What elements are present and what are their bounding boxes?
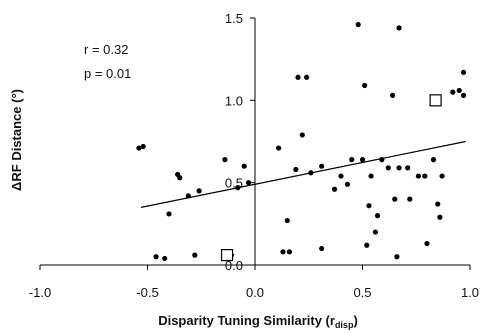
data-point bbox=[241, 163, 247, 169]
data-point bbox=[166, 211, 172, 217]
data-point bbox=[299, 132, 305, 138]
data-point bbox=[355, 21, 361, 28]
data-point bbox=[153, 254, 159, 260]
x-axis-title-subscript: disp bbox=[335, 320, 354, 330]
data-point bbox=[394, 254, 400, 260]
data-point bbox=[162, 255, 168, 262]
data-point bbox=[405, 165, 411, 171]
x-tick-label: 1.0 bbox=[461, 285, 479, 300]
data-point bbox=[349, 157, 355, 163]
data-point bbox=[392, 196, 398, 202]
y-tick-label: 1.5 bbox=[225, 11, 243, 26]
data-point bbox=[308, 170, 314, 176]
data-point bbox=[424, 240, 430, 247]
data-point bbox=[430, 157, 437, 163]
y-tick-label: 1.0 bbox=[225, 93, 243, 108]
x-tick-label: -1.0 bbox=[29, 285, 51, 300]
x-tick-label: 0.5 bbox=[353, 285, 371, 300]
data-point bbox=[396, 165, 402, 171]
data-point bbox=[437, 214, 443, 220]
data-point bbox=[284, 217, 290, 224]
regression-line-group bbox=[140, 140, 466, 208]
data-point bbox=[415, 173, 421, 179]
data-point bbox=[245, 180, 252, 186]
data-point bbox=[286, 249, 292, 255]
highlighted-point bbox=[220, 249, 234, 262]
data-point bbox=[374, 213, 381, 219]
data-point bbox=[390, 92, 396, 98]
data-point bbox=[304, 74, 310, 80]
data-point bbox=[319, 163, 325, 169]
axes: -1.0 -0.5 0.0 0.5 1.00.00.51.01.5 bbox=[29, 11, 479, 300]
data-point bbox=[222, 157, 228, 163]
data-point bbox=[407, 196, 413, 202]
data-point bbox=[366, 203, 372, 209]
x-tick-label: 0.0 bbox=[246, 285, 264, 300]
data-point bbox=[196, 188, 202, 194]
data-point bbox=[280, 249, 286, 255]
data-point bbox=[344, 181, 351, 187]
y-axis-title: ΔRF Distance (°) bbox=[9, 89, 24, 191]
x-axis-title-close: ) bbox=[353, 313, 357, 328]
data-point bbox=[396, 25, 402, 31]
data-point bbox=[450, 89, 456, 95]
data-point bbox=[368, 173, 374, 179]
data-point bbox=[359, 157, 366, 163]
data-point bbox=[460, 69, 467, 75]
data-point bbox=[385, 165, 391, 171]
highlighted-points bbox=[220, 94, 442, 262]
labels: r = 0.32 p = 0.01 Disparity Tuning Simil… bbox=[9, 42, 358, 330]
data-point bbox=[319, 245, 325, 252]
data-point bbox=[192, 252, 198, 258]
data-point bbox=[422, 173, 428, 179]
x-axis-title: Disparity Tuning Similarity (rdisp) bbox=[158, 313, 358, 330]
data-point bbox=[276, 145, 282, 151]
p-annotation: p = 0.01 bbox=[84, 66, 131, 81]
data-point bbox=[372, 229, 378, 235]
data-point bbox=[331, 186, 338, 192]
data-point bbox=[177, 175, 183, 181]
data-point bbox=[185, 193, 191, 199]
data-point bbox=[460, 92, 467, 98]
data-point bbox=[439, 173, 445, 179]
regression-line bbox=[140, 140, 466, 208]
data-point bbox=[362, 82, 368, 89]
data-point bbox=[456, 87, 462, 94]
data-point bbox=[140, 143, 146, 150]
x-axis-title-main: Disparity Tuning Similarity (r bbox=[158, 313, 335, 328]
data-point bbox=[136, 145, 142, 151]
r-annotation: r = 0.32 bbox=[84, 42, 128, 57]
x-tick-label: -0.5 bbox=[136, 285, 158, 300]
data-point bbox=[338, 173, 344, 179]
data-points bbox=[136, 21, 467, 262]
data-point bbox=[235, 185, 241, 191]
data-point bbox=[379, 157, 385, 163]
highlighted-point bbox=[429, 94, 442, 107]
data-point bbox=[364, 242, 370, 248]
data-point bbox=[293, 166, 299, 173]
y-tick-label: 0.0 bbox=[225, 258, 243, 273]
data-point bbox=[295, 74, 301, 80]
data-point bbox=[435, 201, 441, 207]
